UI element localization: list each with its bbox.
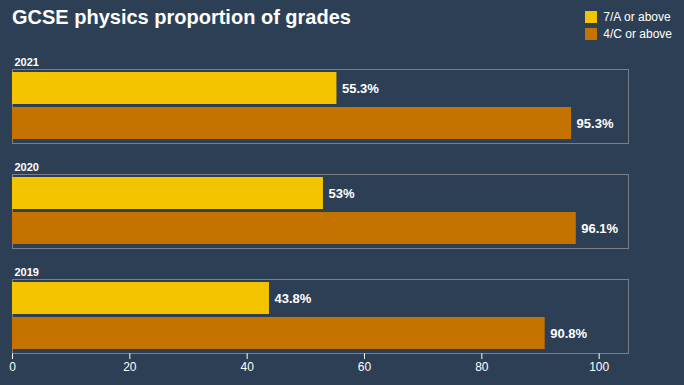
- html-text:7/A or above: 7/A or above: [603, 10, 671, 24]
- svg-text:53%: 53%: [328, 186, 354, 201]
- svg-text:40: 40: [240, 360, 254, 374]
- svg-text:100: 100: [589, 360, 609, 374]
- svg-text:95.3%: 95.3%: [577, 116, 614, 131]
- svg-text:96.1%: 96.1%: [581, 221, 618, 236]
- svg-text:2020: 2020: [15, 161, 39, 173]
- svg-text:80: 80: [475, 360, 489, 374]
- svg-text:2021: 2021: [15, 56, 39, 68]
- svg-text:43.8%: 43.8%: [274, 291, 311, 306]
- html-text:GCSE physics proportion of gra: GCSE physics proportion of grades: [12, 6, 351, 28]
- svg-text:60: 60: [358, 360, 372, 374]
- svg-text:2019: 2019: [15, 266, 39, 278]
- svg-text:20: 20: [123, 360, 137, 374]
- svg-text:0: 0: [9, 360, 16, 374]
- html-text:4/C or above: 4/C or above: [603, 27, 672, 41]
- svg-text:55.3%: 55.3%: [342, 81, 379, 96]
- svg-text:90.8%: 90.8%: [550, 326, 587, 341]
